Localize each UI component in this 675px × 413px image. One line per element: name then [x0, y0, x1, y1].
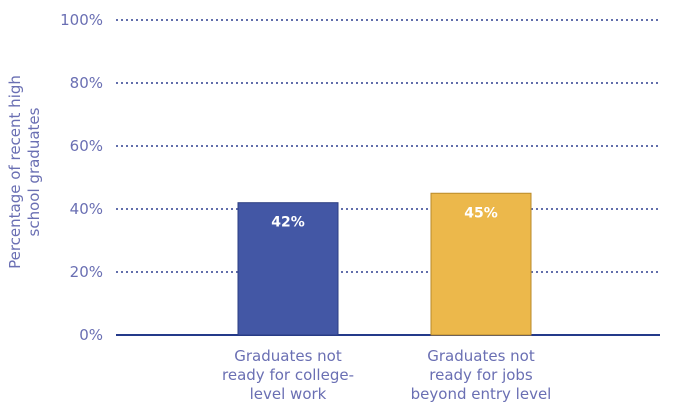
- category-labels: Graduates not ready for college-level wor…: [222, 347, 551, 403]
- bar: [237, 202, 339, 336]
- y-tick-label: 100%: [60, 11, 103, 29]
- data-label: 45%: [464, 205, 498, 221]
- data-label: 42%: [271, 215, 305, 231]
- bar: [430, 192, 532, 336]
- y-tick-label: 40%: [70, 200, 103, 218]
- y-axis-title: Percentage of recent highschool graduate…: [6, 75, 43, 269]
- gridlines: [116, 19, 660, 336]
- category-label: Graduates not ready for jobs beyond entry …: [411, 347, 552, 403]
- y-tick-label: 20%: [70, 263, 103, 281]
- category-label: Graduates not ready for college-level wor…: [222, 347, 354, 403]
- y-tick-label: 60%: [70, 137, 103, 155]
- y-tick-label: 0%: [79, 326, 103, 344]
- y-tick-labels: 0% 20% 40% 60% 80% 100%: [60, 11, 103, 344]
- y-tick-label: 80%: [70, 74, 103, 92]
- bars: 42% 45%: [237, 192, 532, 336]
